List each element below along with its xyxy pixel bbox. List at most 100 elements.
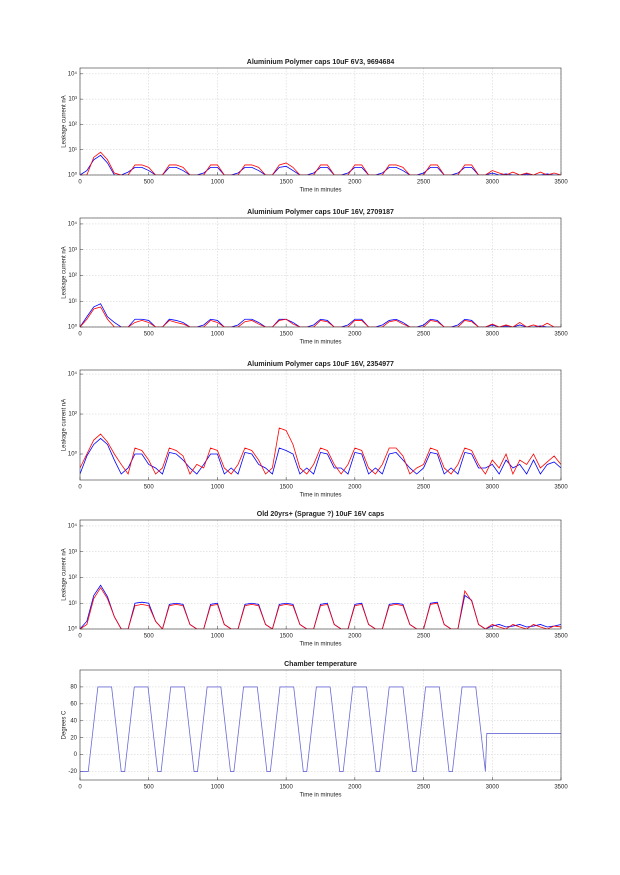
x-tick-label: 2500 <box>417 634 431 640</box>
x-tick-label: 0 <box>78 785 82 791</box>
y-tick-label: 10² <box>68 273 77 279</box>
subplot: 0 500 1000 1500 2000 2500 3000 3500 10⁰ 10² 10⁴ Alu… <box>62 361 569 499</box>
x-tick-label: 2500 <box>417 180 431 186</box>
y-tick-label: 10³ <box>68 549 77 555</box>
y-axis-label: Leakage current nA <box>62 95 68 147</box>
x-tick-label: 1000 <box>211 634 225 640</box>
x-tick-label: 2000 <box>348 634 362 640</box>
y-tick-label: 10¹ <box>68 601 77 607</box>
y-tick-label: -20 <box>68 769 77 775</box>
chart-title: Aluminium Polymer caps 10uF 6V3, 9694684 <box>247 59 395 66</box>
x-tick-label: 3000 <box>486 785 500 791</box>
x-tick-label: 0 <box>78 485 82 491</box>
x-tick-label: 500 <box>144 180 155 186</box>
x-tick-label: 3000 <box>486 332 500 338</box>
y-tick-label: 0 <box>74 752 78 758</box>
plot-area <box>80 68 561 175</box>
x-tick-label: 2500 <box>417 485 431 491</box>
x-axis-label: Time in minutes <box>299 340 341 346</box>
y-tick-label: 60 <box>70 701 77 707</box>
x-tick-label: 500 <box>144 785 155 791</box>
y-tick-label: 10⁴ <box>68 371 78 378</box>
plot-area <box>80 670 561 780</box>
series-line <box>80 686 561 772</box>
y-tick-label: 10⁰ <box>68 451 78 458</box>
subplot: 0 500 1000 1500 2000 2500 3000 3500 -20 0 20 40 60 80… <box>62 661 569 799</box>
x-tick-label: 500 <box>144 332 155 338</box>
y-tick-label: 10¹ <box>68 299 77 305</box>
x-tick-label: 3500 <box>554 485 568 491</box>
x-tick-label: 3000 <box>486 180 500 186</box>
x-tick-label: 1000 <box>211 485 225 491</box>
x-tick-label: 2500 <box>417 785 431 791</box>
y-axis-label: Leakage current nA <box>62 399 68 451</box>
subplot: 0 500 1000 1500 2000 2500 3000 3500 10⁰ 10¹ 10² 10³… <box>62 209 569 346</box>
y-axis-label: Leakage current nA <box>62 246 68 298</box>
y-tick-label: 10⁰ <box>68 626 78 633</box>
x-tick-label: 3500 <box>554 785 568 791</box>
y-axis-label: Leakage current nA <box>62 548 68 600</box>
x-axis-label: Time in minutes <box>299 188 341 194</box>
x-axis-label: Time in minutes <box>299 642 341 648</box>
axes-box <box>79 67 562 176</box>
plot-area <box>80 218 561 327</box>
x-tick-label: 2500 <box>417 332 431 338</box>
x-tick-label: 1000 <box>211 332 225 338</box>
y-tick-label: 20 <box>70 735 77 741</box>
series-line <box>80 303 561 327</box>
y-tick-label: 10² <box>68 575 77 581</box>
series-line <box>80 306 561 327</box>
y-tick-label: 80 <box>70 685 77 691</box>
y-tick-label: 40 <box>70 718 77 724</box>
plot-area <box>80 520 561 629</box>
x-tick-label: 1500 <box>279 785 293 791</box>
x-tick-label: 3000 <box>486 634 500 640</box>
x-tick-label: 3500 <box>554 634 568 640</box>
subplot: 0 500 1000 1500 2000 2500 3000 3500 10⁰ 10¹ 10² 10³… <box>62 59 569 194</box>
x-tick-label: 3500 <box>554 180 568 186</box>
y-tick-label: 10² <box>68 122 77 128</box>
x-tick-label: 1000 <box>211 180 225 186</box>
axes-box <box>79 669 562 781</box>
y-tick-label: 10⁰ <box>68 172 78 179</box>
chart-title: Chamber temperature <box>284 661 357 668</box>
chart-title: Aluminium Polymer caps 10uF 16V, 2354977 <box>247 361 394 368</box>
x-tick-label: 500 <box>144 485 155 491</box>
chart-title: Old 20yrs+ (Sprague ?) 10uF 16V caps <box>257 511 385 518</box>
x-tick-label: 0 <box>78 634 82 640</box>
y-axis-label: Degrees C <box>62 710 68 739</box>
x-tick-label: 1000 <box>211 785 225 791</box>
x-axis-label: Time in minutes <box>299 793 341 799</box>
x-tick-label: 1500 <box>279 332 293 338</box>
series-line <box>80 586 561 629</box>
y-tick-label: 10⁴ <box>68 221 78 228</box>
y-tick-label: 10² <box>68 412 77 418</box>
x-tick-label: 0 <box>78 180 82 186</box>
y-tick-label: 10⁰ <box>68 324 78 331</box>
x-tick-label: 2000 <box>348 485 362 491</box>
subplot: 0 500 1000 1500 2000 2500 3000 3500 10⁰ 10¹ 10² 10³… <box>62 511 569 648</box>
axes-box <box>79 217 562 328</box>
series-line <box>80 154 561 175</box>
x-tick-label: 1500 <box>279 485 293 491</box>
plot-area <box>80 370 561 480</box>
chart-title: Aluminium Polymer caps 10uF 16V, 2709187 <box>247 209 394 216</box>
x-tick-label: 2000 <box>348 332 362 338</box>
x-tick-label: 3500 <box>554 332 568 338</box>
series-line <box>80 151 561 175</box>
series-line <box>80 427 561 476</box>
x-axis-label: Time in minutes <box>299 493 341 499</box>
x-tick-label: 1500 <box>279 634 293 640</box>
x-tick-label: 2000 <box>348 785 362 791</box>
x-tick-label: 0 <box>78 332 82 338</box>
y-tick-label: 10³ <box>68 247 77 253</box>
x-tick-label: 3000 <box>486 485 500 491</box>
axes-box <box>79 519 562 630</box>
x-tick-label: 500 <box>144 634 155 640</box>
y-tick-label: 10¹ <box>68 147 77 153</box>
axes-box <box>79 369 562 481</box>
y-tick-label: 10³ <box>68 97 77 103</box>
y-tick-label: 10⁴ <box>68 70 78 77</box>
